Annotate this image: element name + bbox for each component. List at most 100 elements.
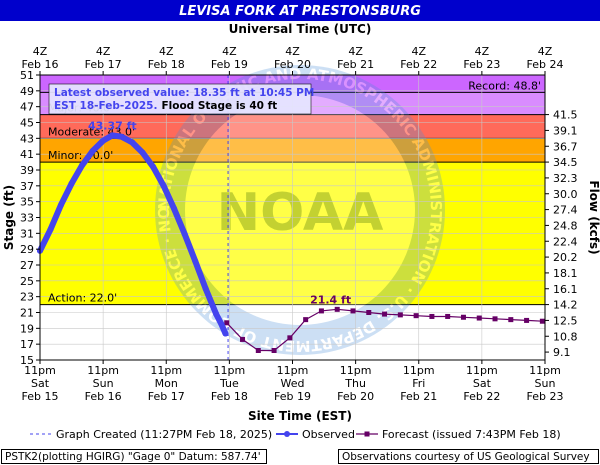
- right-tick-label: 27.4: [553, 204, 578, 217]
- forecast-point: [460, 314, 466, 320]
- legend: Graph Created (11:27PM Feb 18, 2025) Obse…: [30, 428, 561, 441]
- bottom-tick-date: Feb 22: [463, 390, 500, 403]
- forecast-point: [318, 308, 324, 314]
- note-background: [48, 83, 312, 115]
- bottom-tick-hour: 11pm: [87, 364, 119, 377]
- observed-point: [129, 139, 136, 146]
- top-tick-date: Feb 21: [337, 58, 374, 71]
- right-tick-label: 20.2: [553, 251, 578, 264]
- forecast-point: [492, 316, 498, 322]
- left-tick-label: 23: [20, 291, 34, 304]
- observed-point: [118, 133, 125, 140]
- forecast-point: [271, 348, 277, 353]
- observed-point: [171, 205, 178, 212]
- left-tick-label: 39: [20, 164, 34, 177]
- top-tick-hour: 4Z: [538, 45, 553, 58]
- footer-right-box: [338, 449, 599, 464]
- bottom-tick-hour: 11pm: [214, 364, 246, 377]
- bottom-tick-date: Feb 20: [337, 390, 374, 403]
- observed-point: [181, 231, 188, 238]
- observed-point: [100, 137, 107, 144]
- bottom-tick-hour: 11pm: [24, 364, 56, 377]
- forecast-series: [224, 306, 545, 353]
- left-axis: 15 17 19 21 23 25 27 29 31 33 35 37 39 41 43 45 47 49 51: [20, 69, 40, 367]
- top-tick-date: Feb 19: [211, 58, 248, 71]
- left-tick-label: 27: [20, 259, 34, 272]
- left-tick-label: 29: [20, 243, 34, 256]
- forecast-peak-label: 21.4 ft: [310, 293, 351, 306]
- note-date: EST 18-Feb-2025.: [54, 100, 157, 112]
- right-tick-label: 34.5: [553, 156, 578, 169]
- bottom-tick-day: Sat: [473, 377, 492, 390]
- observed-point: [150, 163, 157, 170]
- top-tick-hour: 4Z: [222, 45, 237, 58]
- top-tick-date: Feb 16: [22, 58, 59, 71]
- right-tick-label: 24.8: [553, 219, 578, 232]
- left-tick-label: 15: [20, 354, 34, 367]
- observed-point: [68, 180, 75, 187]
- footer-right-text: Observations courtesy of US Geological S…: [342, 451, 590, 463]
- observed-point: [192, 258, 199, 265]
- forecast-point: [445, 313, 451, 319]
- legend-observed-label: Observed: [302, 428, 355, 441]
- top-tick-date: Feb 23: [463, 58, 500, 71]
- right-tick-label: 9.1: [553, 346, 571, 359]
- bottom-tick-hour: 11pm: [529, 364, 561, 377]
- forecast-point: [334, 306, 340, 312]
- note-line-2: EST 18-Feb-2025. Flood Stage is 40 ft: [54, 100, 277, 112]
- footer-left-text: PSTK2(plotting HGIRG) "Gage 0" Datum: 58…: [5, 451, 261, 463]
- right-axis: 9.1 10.8 12.5 14.2 16.1 18.1 20.2 22.4 24.8 27.4 3…: [545, 109, 578, 359]
- legend-observed-marker: [284, 431, 290, 437]
- top-tick-date: Feb 20: [274, 58, 311, 71]
- bottom-tick-day: Sun: [535, 377, 556, 390]
- observed-point: [218, 321, 225, 328]
- right-tick-label: 16.1: [553, 283, 578, 296]
- left-tick-label: 17: [20, 338, 34, 351]
- forecast-point: [539, 318, 545, 324]
- forecast-point: [366, 310, 372, 315]
- right-tick-label: 39.1: [553, 124, 578, 137]
- right-tick-label: 18.1: [553, 267, 578, 280]
- bottom-tick-hour: 11pm: [150, 364, 182, 377]
- note-flood-stage: Flood Stage is 40 ft: [161, 100, 277, 112]
- top-tick-date: Feb 22: [400, 58, 437, 71]
- observed-point: [58, 201, 65, 208]
- left-tick-label: 45: [20, 117, 34, 130]
- top-tick-hour: 4Z: [285, 45, 300, 58]
- right-tick-label: 30.0: [553, 188, 578, 201]
- right-tick-label: 10.8: [553, 330, 578, 343]
- forecast-point: [350, 308, 356, 314]
- bottom-tick-day: Sat: [31, 377, 50, 390]
- bottom-tick-date: Feb 15: [22, 390, 59, 403]
- top-tick-date: Feb 18: [148, 58, 185, 71]
- bottom-tick-hour: 11pm: [340, 364, 372, 377]
- legend-created-label: Graph Created (11:27PM Feb 18, 2025): [56, 428, 272, 441]
- right-tick-label: 22.4: [553, 235, 578, 248]
- bottom-tick-date: Feb 21: [400, 390, 437, 403]
- observed-point: [160, 182, 167, 189]
- legend-forecast-marker: [364, 431, 370, 437]
- left-tick-label: 19: [20, 322, 34, 335]
- right-tick-label: 12.5: [553, 314, 578, 327]
- top-axis-title: Universal Time (UTC): [229, 22, 372, 36]
- bottom-tick-date: Feb 19: [274, 390, 311, 403]
- bottom-tick-date: Feb 17: [148, 390, 185, 403]
- forecast-point: [413, 313, 419, 319]
- observed-point: [213, 311, 220, 318]
- label-record: Record: 48.8': [468, 79, 541, 92]
- seal-outer: [155, 65, 445, 355]
- bottom-tick-day: Thu: [344, 377, 366, 390]
- top-tick-hour: 4Z: [348, 45, 363, 58]
- top-tick-date: Feb 24: [527, 58, 564, 71]
- left-tick-label: 43: [20, 132, 34, 145]
- left-tick-label: 37: [20, 180, 34, 193]
- right-tick-label: 41.5: [553, 109, 578, 122]
- title-bar: [0, 0, 600, 21]
- bottom-tick-hour: 11pm: [466, 364, 498, 377]
- right-tick-label: 36.7: [553, 140, 578, 153]
- top-tick-hour: 4Z: [96, 45, 111, 58]
- chart-title: LEVISA FORK AT PRESTONSBURG: [179, 4, 421, 19]
